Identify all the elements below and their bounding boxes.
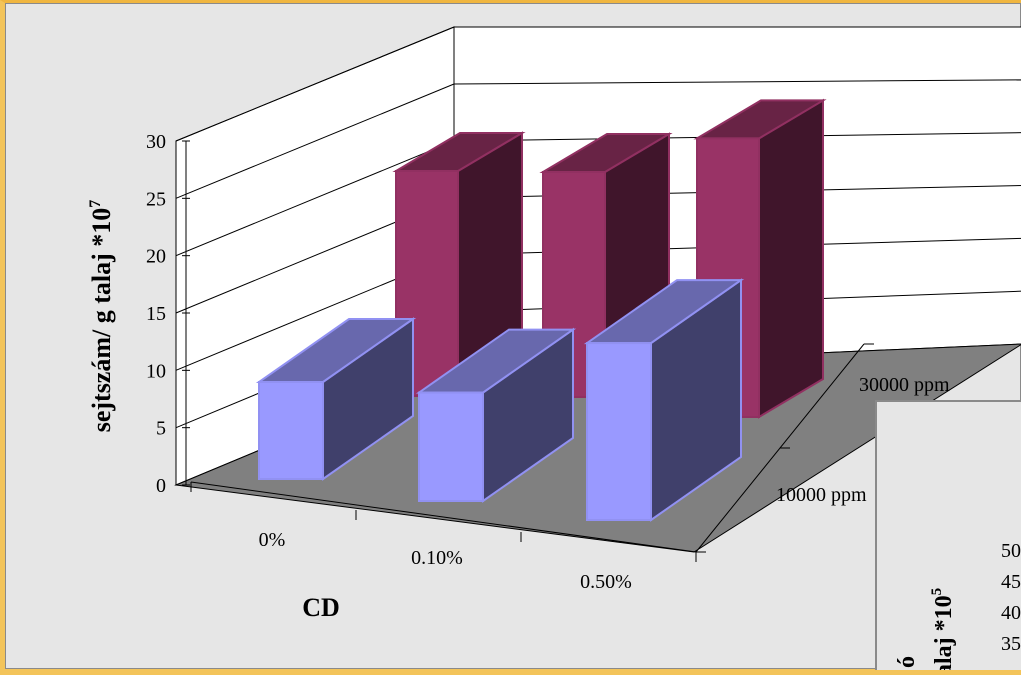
- overlay-ticks: 50 45 40 35: [1001, 540, 1021, 655]
- y-tick-label: 5: [156, 418, 166, 440]
- bar: [392, 131, 526, 398]
- gridline-side: [175, 140, 455, 257]
- overlay-tick-label: 45: [1001, 571, 1021, 593]
- x-axis-line: [190, 481, 697, 553]
- x-axis-title: CD: [302, 593, 340, 622]
- depth-tick-label: 10000 ppm: [776, 484, 867, 506]
- y-tick-label: 15: [146, 303, 166, 325]
- bar-front: [586, 342, 652, 521]
- depth-tick-label: 30000 ppm: [859, 374, 950, 396]
- overlay-ylabel-sup: 5: [929, 588, 945, 596]
- bar-side: [758, 98, 824, 419]
- overlay-ylabel-char: ó: [894, 656, 920, 668]
- overlay-tick-label: 40: [1001, 602, 1021, 624]
- overlay-tick-label: 35: [1001, 633, 1021, 655]
- gridline-back: [453, 79, 1021, 85]
- overlay-ylabel-line2: alaj *10: [931, 595, 957, 670]
- y-tick-label: 25: [146, 188, 166, 210]
- overlay-tick-label: 50: [1001, 540, 1021, 562]
- bars: [255, 98, 827, 522]
- overlay-ylabel: alaj *105: [929, 588, 957, 670]
- x-axis: 0% 0.10% 0.50%: [190, 481, 697, 593]
- bar: [415, 327, 577, 503]
- y-tick-label: 0: [156, 475, 166, 497]
- bar: [583, 278, 745, 522]
- y-axis: 0 5 10 15 20 25 30: [146, 131, 190, 497]
- y-axis-title: sejtszám/ g talaj *107: [87, 200, 116, 433]
- x-tick-label: 0.50%: [580, 571, 632, 593]
- y-axis-title-sup: 7: [87, 200, 104, 208]
- bar-front: [418, 391, 484, 502]
- y-tick-label: 20: [146, 246, 166, 268]
- y-tick-label: 30: [146, 131, 166, 153]
- depth-axis: 10000 ppm 30000 ppm: [695, 343, 950, 553]
- overlay-chart-panel: [875, 400, 1021, 675]
- chart-svg: 0 5 10 15 20 25 30 0% 0.10% 0.50% 10000 ppm 30000…: [87, 26, 1021, 675]
- overlay-chart: alaj *105 ó 50 45 40 35: [875, 400, 1021, 675]
- bar-front: [395, 170, 459, 397]
- bar-front: [258, 381, 324, 480]
- chart-area[interactable]: 0 5 10 15 20 25 30 0% 0.10% 0.50% 10000 ppm 30000…: [5, 3, 1021, 675]
- gridline-side: [175, 26, 455, 142]
- bar: [255, 317, 417, 481]
- x-tick-label: 0.10%: [411, 547, 463, 569]
- x-tick-label: 0%: [259, 529, 286, 551]
- gridline-side: [175, 83, 455, 199]
- y-tick-label: 10: [146, 360, 166, 382]
- y-axis-title-main: sejtszám/ g talaj *10: [87, 208, 116, 433]
